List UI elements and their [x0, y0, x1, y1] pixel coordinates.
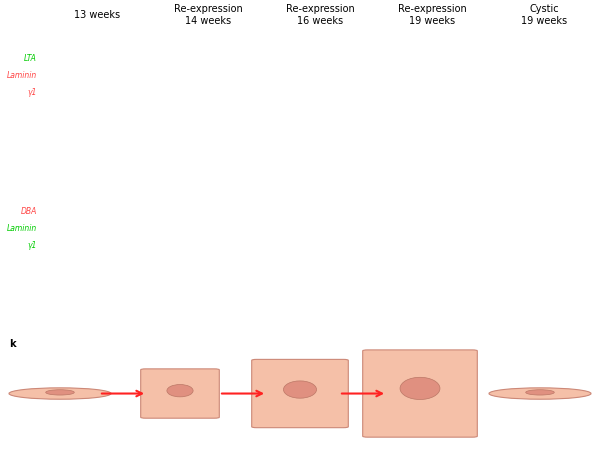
Text: i: i [494, 33, 497, 43]
Ellipse shape [283, 381, 317, 398]
Text: 13 weeks: 13 weeks [74, 10, 120, 20]
Ellipse shape [489, 388, 591, 399]
Ellipse shape [167, 384, 193, 397]
Ellipse shape [526, 390, 554, 395]
Text: c: c [158, 33, 164, 43]
Ellipse shape [46, 390, 74, 395]
Text: k: k [9, 338, 16, 348]
Text: Laminin: Laminin [7, 71, 37, 80]
FancyBboxPatch shape [362, 350, 477, 437]
Text: j: j [494, 186, 497, 196]
Bar [385, 37, 447, 76]
Text: d: d [158, 186, 165, 196]
Bar [289, 207, 346, 253]
Bar [519, 49, 587, 95]
Bar [289, 53, 346, 92]
Text: b: b [46, 186, 53, 196]
FancyBboxPatch shape [140, 369, 220, 418]
Text: Cystic
19 weeks: Cystic 19 weeks [521, 4, 567, 25]
Text: γ1: γ1 [28, 241, 37, 250]
FancyBboxPatch shape [252, 359, 348, 428]
Text: h: h [382, 186, 389, 196]
Ellipse shape [9, 388, 111, 399]
Text: LTA: LTA [24, 54, 37, 62]
Ellipse shape [400, 378, 440, 399]
Text: γ1: γ1 [28, 88, 37, 97]
Text: g: g [382, 33, 389, 43]
Text: e: e [270, 33, 277, 43]
Text: DBA: DBA [20, 207, 37, 215]
Text: Re-expression
19 weeks: Re-expression 19 weeks [398, 4, 467, 25]
Bar [46, 33, 110, 74]
Bar [61, 203, 124, 245]
Bar [175, 198, 232, 248]
Bar [169, 55, 238, 101]
Text: Laminin: Laminin [7, 223, 37, 233]
Text: Re-expression
16 weeks: Re-expression 16 weeks [286, 4, 355, 25]
Text: a: a [46, 33, 53, 43]
Text: f: f [270, 186, 274, 196]
Bar [519, 198, 587, 245]
Text: Re-expression
14 weeks: Re-expression 14 weeks [174, 4, 243, 25]
Bar [396, 202, 458, 248]
